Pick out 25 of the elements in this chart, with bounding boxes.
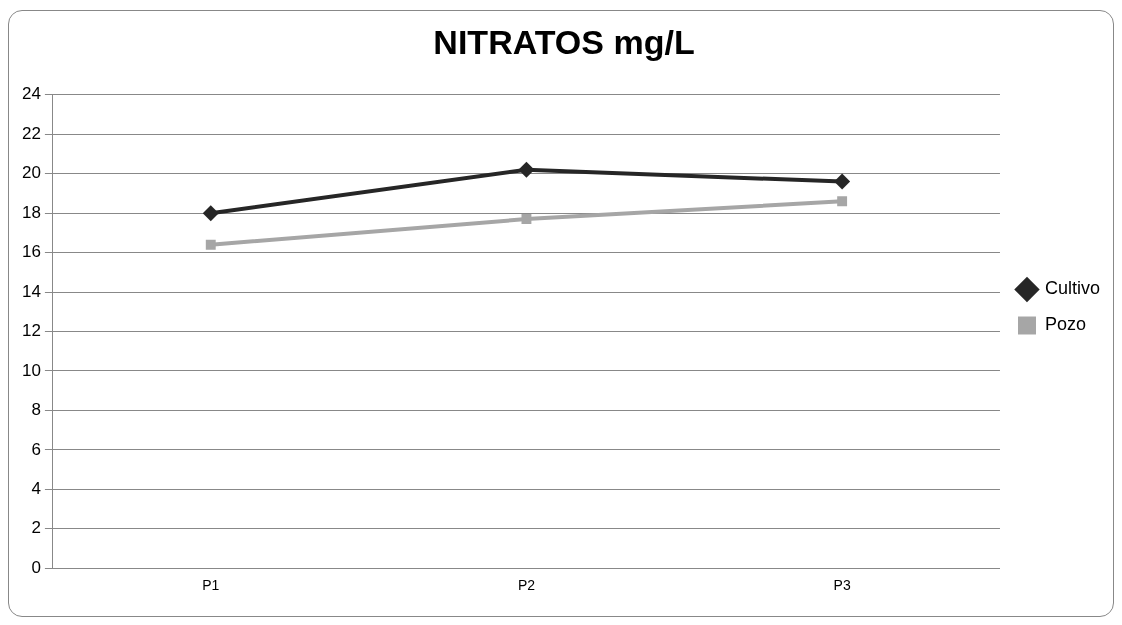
y-tick-label: 12 [21, 321, 41, 341]
point [202, 205, 219, 222]
y-tick-label: 6 [31, 439, 41, 459]
point [205, 239, 216, 250]
y-tick-label: 18 [21, 202, 41, 222]
x-tick-label: P3 [833, 577, 851, 594]
y-tick-label: 8 [31, 400, 41, 420]
y-tick-label: 16 [21, 242, 41, 262]
point [521, 214, 532, 225]
y-tick-label: 14 [21, 281, 41, 301]
y-tick-label: 4 [31, 478, 41, 498]
legend-label: Pozo [1044, 314, 1087, 335]
point [837, 196, 848, 207]
point [518, 161, 535, 178]
y-tick-label: 2 [31, 518, 41, 538]
x-tick-label: P2 [517, 577, 536, 594]
legend-label: Cultivo [1044, 278, 1101, 299]
point [834, 173, 851, 190]
y-tick-label: 22 [21, 123, 41, 143]
x-tick-label: P1 [202, 577, 220, 594]
y-tick-label: 0 [31, 557, 41, 577]
y-tick-label: 24 [21, 84, 41, 104]
y-tick-label: 20 [21, 163, 41, 183]
chart-title: NITRATOS mg/L [433, 22, 695, 61]
y-tick-label: 10 [21, 360, 41, 380]
